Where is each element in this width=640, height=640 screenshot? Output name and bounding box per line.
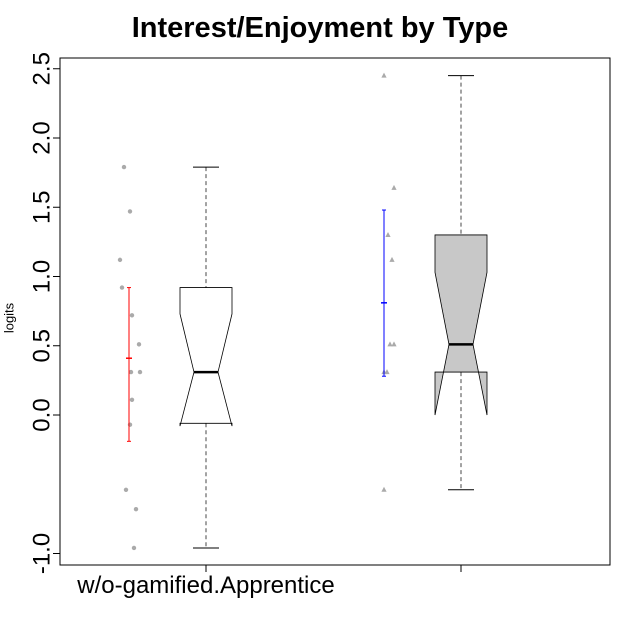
data-point [391, 184, 397, 190]
data-point [384, 369, 390, 375]
data-point [136, 342, 142, 347]
y-tick-label: 1.0 [29, 260, 56, 293]
plot-frame [59, 57, 611, 566]
notched-box [179, 287, 233, 427]
data-point [121, 164, 127, 170]
y-tick-label: 0.0 [29, 398, 56, 431]
data-point [381, 72, 387, 78]
data-point [137, 369, 143, 375]
y-tick-label: 2.0 [29, 121, 56, 154]
data-point [385, 231, 391, 237]
data-point [133, 506, 139, 512]
y-tick-label: 0.5 [29, 329, 56, 362]
data-point [387, 341, 393, 347]
data-point [129, 397, 135, 402]
data-point [127, 422, 133, 427]
notched-box [434, 234, 488, 416]
data-point [127, 209, 133, 214]
data-point [119, 285, 125, 290]
data-point [123, 487, 129, 492]
x-tick-label: w/o-gamified.Apprentice [76, 572, 334, 599]
data-point [391, 341, 397, 347]
y-tick-label: 2.5 [29, 52, 56, 85]
data-point [381, 486, 387, 492]
data-point [389, 256, 395, 262]
data-point [129, 313, 135, 318]
data-point [117, 257, 123, 263]
chart-title: Interest/Enjoyment by Type [131, 12, 509, 44]
data-point [131, 545, 137, 551]
y-tick-label: 1.5 [29, 191, 56, 224]
y-tick-label: -1.0 [29, 533, 56, 574]
data-point [128, 369, 134, 375]
